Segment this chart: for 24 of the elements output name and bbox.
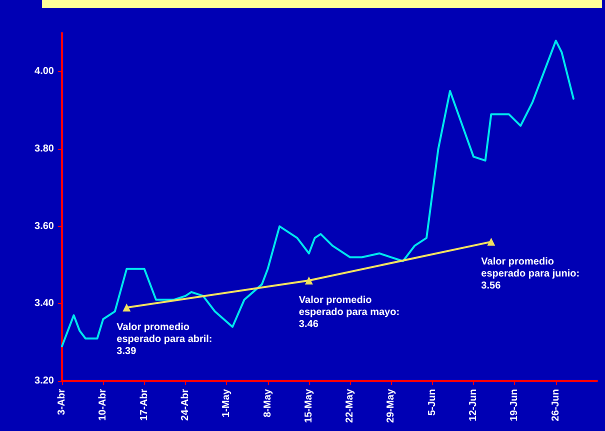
x-tick-label: 22-May bbox=[344, 388, 356, 423]
annotation: Valor promedio esperado para junio: 3.56 bbox=[481, 256, 582, 292]
y-tick-label: 3.80 bbox=[34, 144, 54, 154]
annotation: Valor promedio esperado para mayo: 3.46 bbox=[298, 294, 402, 330]
y-tick-label: 4.00 bbox=[34, 66, 54, 78]
x-tick-label: 5-Jun bbox=[426, 389, 438, 416]
point bbox=[122, 304, 131, 312]
point bbox=[487, 238, 496, 246]
y-tick-label: 3.40 bbox=[34, 298, 54, 310]
x-tick-label: 26-Jun bbox=[550, 389, 562, 422]
x-tick-label: 1-May bbox=[221, 388, 232, 418]
x-tick-label: 12-Jun bbox=[468, 389, 480, 422]
x-tick-label: 24-Abr bbox=[180, 388, 191, 421]
x-tick-label: 8-May bbox=[262, 388, 274, 418]
x-tick-label: 17-Abr bbox=[138, 388, 150, 421]
annotation: Valor promedio esperado para abril: 3.39 bbox=[116, 322, 216, 358]
x-tick-label: 3-Abr bbox=[56, 388, 68, 416]
x-tick-label: 15-May bbox=[303, 388, 314, 423]
x-tick-label: 19-Jun bbox=[509, 389, 520, 422]
x-tick-label: 10-Abr bbox=[98, 388, 109, 421]
y-tick-label: 3.60 bbox=[34, 220, 54, 232]
point bbox=[304, 276, 313, 284]
y-tick-label: 3.20 bbox=[34, 376, 54, 386]
x-tick-label: 29-May bbox=[386, 388, 397, 423]
